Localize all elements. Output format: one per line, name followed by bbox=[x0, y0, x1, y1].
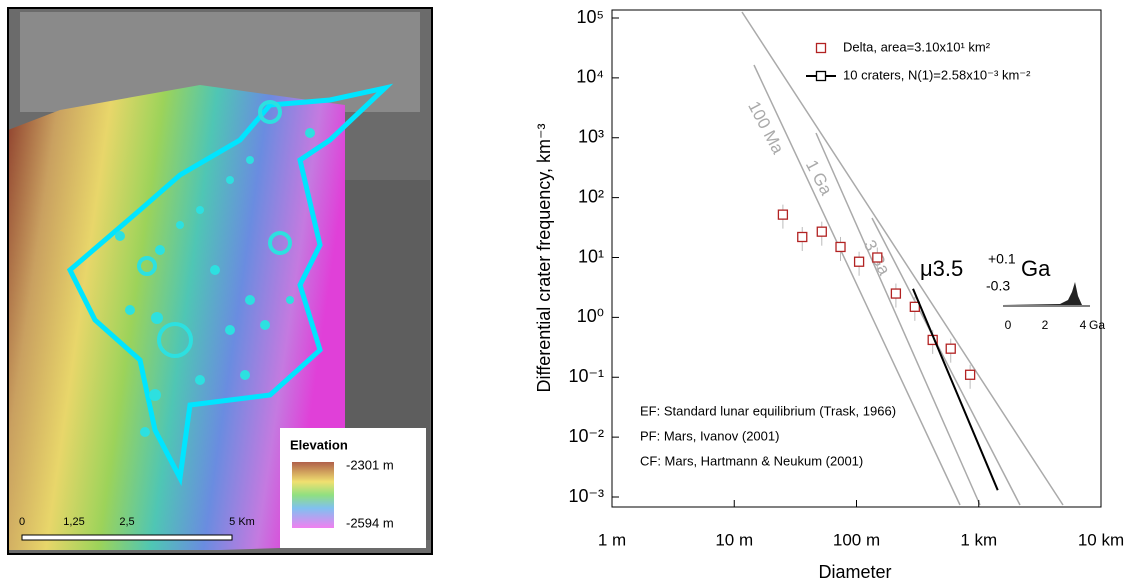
legend-marker bbox=[815, 70, 827, 82]
legend-label: Delta, area=3.10x10¹ km² bbox=[843, 39, 991, 54]
craters bbox=[115, 100, 315, 437]
age-minus: -0.3 bbox=[986, 278, 1010, 294]
y-tick-label: 10⁴ bbox=[576, 67, 604, 87]
map-frame bbox=[7, 7, 433, 555]
x-tick-label: 10 m bbox=[715, 530, 753, 549]
point bbox=[872, 252, 883, 263]
age-plus: +0.1 bbox=[988, 251, 1016, 267]
scale-label: 2,5 bbox=[119, 516, 134, 528]
point bbox=[890, 288, 902, 299]
legend-label: -2301 m bbox=[346, 457, 394, 472]
point bbox=[964, 369, 976, 380]
y-axis-label: Differential crater frequency, km⁻³ bbox=[534, 124, 554, 393]
isochron-label: 100 Ma bbox=[744, 98, 788, 157]
elevation-map bbox=[8, 85, 345, 550]
point bbox=[853, 256, 865, 267]
y-tick-label: 10⁻² bbox=[568, 426, 604, 446]
map: Elevation -2301 m -2594 m 0 1,25 2,5 5 K… bbox=[7, 7, 433, 555]
y-tick-label: 10⁵ bbox=[577, 7, 604, 27]
scale-label: 0 bbox=[19, 516, 25, 528]
point bbox=[945, 343, 956, 354]
point bbox=[835, 241, 846, 253]
y-tick-label: 10⁰ bbox=[577, 306, 604, 326]
x-tick-label: 1 m bbox=[598, 530, 626, 549]
age-axis-label: 0 bbox=[1005, 318, 1012, 332]
legend-marker bbox=[815, 42, 827, 54]
age-pdf bbox=[1003, 282, 1090, 305]
age-unit: Ga bbox=[1021, 256, 1051, 281]
x-tick-label: 1 km bbox=[960, 530, 997, 549]
point bbox=[816, 226, 827, 237]
fit-line bbox=[912, 288, 999, 491]
y-tick-label: 10³ bbox=[578, 127, 604, 147]
scale-label: 1,25 bbox=[63, 516, 84, 528]
scale-bar bbox=[21, 534, 233, 541]
legend-label: -2594 m bbox=[346, 515, 394, 530]
x-tick-label: 100 m bbox=[833, 530, 880, 549]
note: CF: Mars, Hartmann & Neukum (2001) bbox=[640, 453, 863, 468]
y-tick-label: 10⁻¹ bbox=[568, 366, 604, 386]
x-axis-label: Diameter bbox=[818, 562, 891, 582]
point bbox=[909, 301, 920, 312]
color-bar bbox=[292, 462, 334, 528]
x-tick-label: 10 km bbox=[1078, 530, 1124, 549]
y-tick-label: 10¹ bbox=[578, 246, 604, 266]
legend-title: Elevation bbox=[290, 437, 348, 452]
y-tick-label: 10² bbox=[578, 186, 604, 206]
age-axis-label: 2 bbox=[1042, 318, 1049, 332]
point bbox=[777, 209, 789, 220]
age-axis-label: Ga bbox=[1089, 318, 1105, 332]
note: EF: Standard lunar equilibrium (Trask, 1… bbox=[640, 403, 896, 418]
legend-label: 10 craters, N(1)=2.58x10⁻³ km⁻² bbox=[843, 67, 1031, 82]
age-value: μ3.5 bbox=[920, 256, 963, 281]
age-axis-label: 4 bbox=[1080, 318, 1087, 332]
delta-outline bbox=[66, 83, 394, 487]
scale-label: 5 Km bbox=[229, 516, 255, 528]
point bbox=[797, 231, 808, 243]
note: PF: Mars, Ivanov (2001) bbox=[640, 428, 779, 443]
isochrons bbox=[741, 11, 1064, 506]
y-tick-label: 10⁻³ bbox=[568, 486, 604, 506]
